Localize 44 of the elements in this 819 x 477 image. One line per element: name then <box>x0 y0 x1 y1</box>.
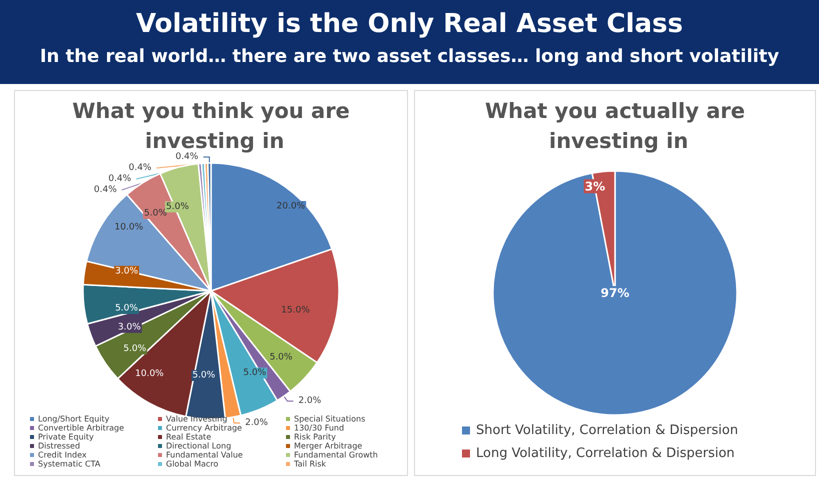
legend-label: Fundamental Value <box>166 450 243 460</box>
data-label: 5.0% <box>270 352 293 362</box>
data-label: 15.0% <box>281 306 310 316</box>
legend-label: Convertible Arbitrage <box>38 424 124 432</box>
chart-title: What you actually are investing in <box>485 99 745 153</box>
data-label: 5.0% <box>144 208 168 218</box>
data-label: 0.4% <box>128 163 152 174</box>
data-label: 5.0% <box>192 370 216 380</box>
data-label: 20.0% <box>276 202 306 212</box>
data-label: 10.0% <box>114 222 144 232</box>
text: In the real world… there are two asset classes… long and short volatility <box>38 45 780 69</box>
legend-label: Currency Arbitrage <box>166 424 242 432</box>
data-label: 3.0% <box>118 322 142 332</box>
data-label: 5.0% <box>243 368 267 378</box>
legend-label: Directional Long <box>166 442 232 450</box>
data-label: 3% <box>584 179 606 194</box>
legend-label: Risk Parity <box>294 432 336 442</box>
legend-label: Special Situations <box>294 414 366 424</box>
data-label: 10.0% <box>135 368 164 379</box>
legend-label: Fundamental Growth <box>294 450 378 460</box>
legend-label: Real Estate <box>166 432 212 442</box>
legend-label: 130/30 Fund <box>294 424 344 432</box>
chart-title: What you think you are investing in <box>72 99 350 153</box>
legend-label: Short Volatility, Correlation & Dispersion <box>476 423 738 438</box>
data-label: 97% <box>600 286 630 300</box>
legend-label: Credit Index <box>38 450 87 460</box>
data-label: 5.0% <box>166 202 190 212</box>
legend-label: Long/Short Equity <box>38 414 110 424</box>
text: Volatility is the Only Real Asset Class <box>134 8 684 41</box>
data-label: 5.0% <box>115 304 138 314</box>
legend-label: Systematic CTA <box>38 460 101 468</box>
data-label: 0.4% <box>108 174 132 184</box>
legend-label: Merger Arbitrage <box>294 442 362 450</box>
legend-label: Global Macro <box>166 460 218 468</box>
legend-label: Distressed <box>38 442 80 450</box>
data-label: 0.4% <box>94 185 118 196</box>
legend-label: Private Equity <box>38 432 94 442</box>
data-label: 2.0% <box>298 396 322 406</box>
data-label: 5.0% <box>123 344 147 354</box>
legend-label: Tail Risk <box>293 460 326 468</box>
legend-label: Long Volatility, Correlation & Dispersion <box>476 446 735 461</box>
data-label: 0.4% <box>175 152 199 162</box>
data-label: 3.0% <box>115 266 138 276</box>
data-label: 2.0% <box>245 418 268 428</box>
